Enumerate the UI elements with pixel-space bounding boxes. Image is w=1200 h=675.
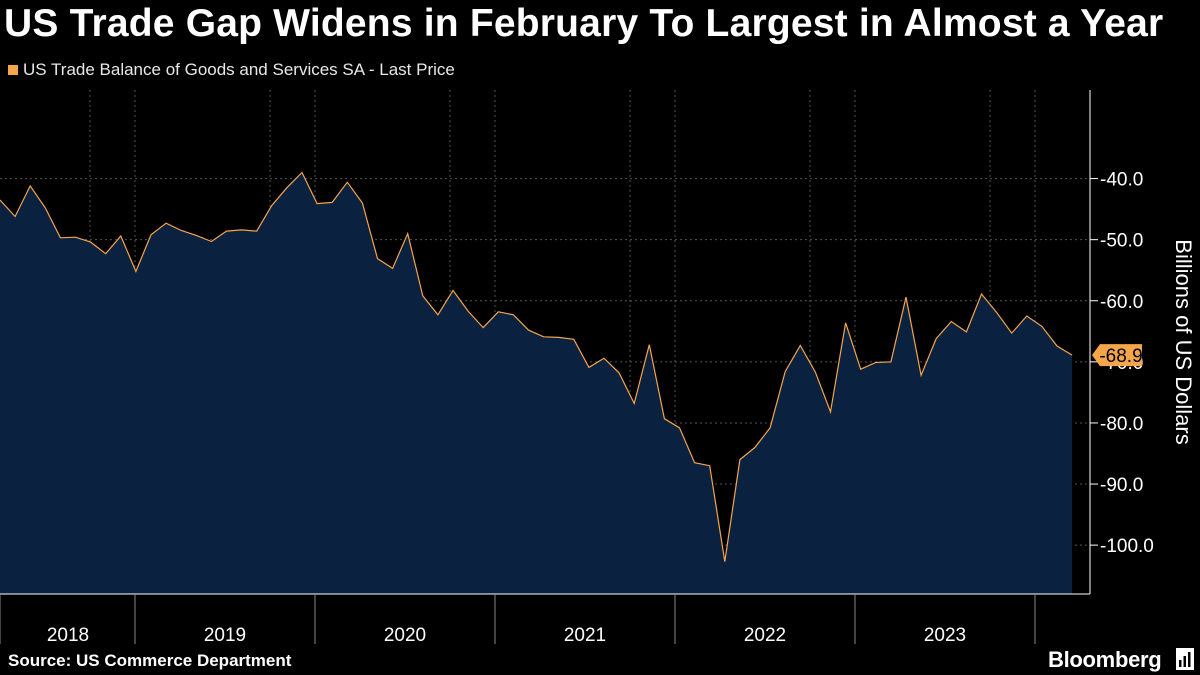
chart-title: US Trade Gap Widens in February To Large… [4, 2, 1164, 45]
axes [0, 90, 1098, 644]
axis-labels: -40.0-50.0-60.0-70.0-80.0-90.0-100.02018… [47, 170, 1154, 646]
y-tick-label: -50.0 [1100, 231, 1143, 252]
legend-label: US Trade Balance of Goods and Services S… [23, 60, 455, 79]
y-tick-label: -80.0 [1100, 414, 1143, 435]
x-tick-label: 2023 [924, 625, 966, 646]
last-value-badge [1092, 344, 1142, 367]
brand-logo: Bloomberg [1048, 647, 1162, 672]
y-axis-title: Billions of US Dollars [1171, 239, 1196, 444]
y-tick-label: -100.0 [1100, 536, 1154, 557]
x-tick-label: 2021 [564, 625, 606, 646]
x-tick-label: 2020 [384, 625, 426, 646]
y-tick-label: -60.0 [1100, 292, 1143, 313]
x-tick-label: 2019 [204, 625, 246, 646]
source-note: Source: US Commerce Department [8, 651, 292, 670]
legend-swatch [8, 65, 18, 75]
x-tick-label: 2018 [47, 625, 89, 646]
last-value-label: -68.9 [1099, 346, 1142, 367]
area-fill [0, 172, 1073, 594]
y-tick-label: -90.0 [1100, 475, 1143, 496]
x-tick-label: 2022 [744, 625, 786, 646]
legend: US Trade Balance of Goods and Services S… [8, 60, 455, 80]
terminal-icon [1176, 648, 1194, 670]
y-tick-label: -40.0 [1100, 170, 1143, 191]
series-line [0, 171, 1073, 562]
